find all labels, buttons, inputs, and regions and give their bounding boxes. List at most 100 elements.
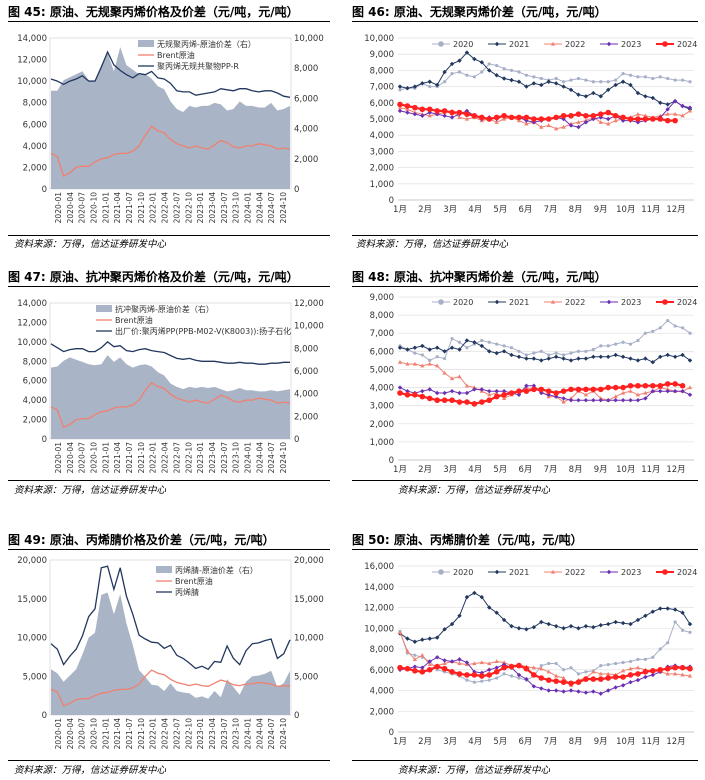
point-2024 bbox=[434, 108, 440, 114]
point-2022 bbox=[628, 388, 633, 393]
point-2024 bbox=[545, 116, 552, 122]
point-2024 bbox=[620, 384, 626, 391]
point-2024 bbox=[441, 665, 448, 672]
point-2020 bbox=[591, 80, 595, 84]
point-2023 bbox=[643, 396, 648, 401]
x-tick-label: 2024-01 bbox=[243, 442, 252, 474]
point-2020 bbox=[465, 678, 469, 682]
y-left-tick-label: 10,000 bbox=[17, 77, 47, 87]
x-tick-label: 10月 bbox=[616, 737, 635, 747]
point-2021 bbox=[524, 356, 529, 361]
point-2021 bbox=[516, 626, 522, 631]
panel-title-49: 图 49: 原油、丙烯腈价格及价差（元/吨，元/吨） bbox=[8, 533, 275, 547]
point-2022 bbox=[606, 671, 611, 676]
point-2020 bbox=[428, 358, 432, 362]
x-tick-label: 2022-10 bbox=[184, 718, 193, 750]
point-2022 bbox=[524, 121, 529, 126]
point-2020 bbox=[576, 672, 581, 676]
point-2021 bbox=[658, 606, 663, 611]
point-2024 bbox=[597, 386, 604, 393]
point-2022 bbox=[554, 126, 559, 131]
point-2020 bbox=[643, 75, 647, 79]
point-2020 bbox=[502, 344, 506, 348]
x-tick-label: 6月 bbox=[518, 737, 532, 747]
point-2024 bbox=[464, 399, 470, 405]
legend-label: 2020 bbox=[453, 40, 473, 49]
point-2022 bbox=[397, 105, 403, 110]
point-2023 bbox=[561, 396, 566, 401]
x-tick-label: 11月 bbox=[641, 205, 660, 215]
point-2023 bbox=[576, 689, 581, 694]
point-2024 bbox=[464, 672, 470, 678]
x-tick-label: 6月 bbox=[518, 205, 532, 215]
x-tick-label: 2020-04 bbox=[66, 192, 75, 224]
point-2022 bbox=[427, 113, 432, 118]
point-2021 bbox=[539, 358, 544, 363]
x-tick-label: 7月 bbox=[544, 205, 558, 215]
point-2020 bbox=[680, 326, 685, 330]
point-2024 bbox=[441, 108, 448, 114]
point-2024 bbox=[426, 395, 433, 402]
point-2022 bbox=[487, 392, 492, 397]
point-2023 bbox=[635, 677, 641, 683]
point-2023 bbox=[650, 672, 656, 678]
point-2021 bbox=[516, 354, 522, 359]
point-2023 bbox=[397, 108, 403, 114]
point-2020 bbox=[584, 349, 588, 353]
point-2024 bbox=[635, 116, 641, 122]
point-2021 bbox=[464, 338, 470, 343]
point-2020 bbox=[524, 73, 529, 77]
legend-marker-2020 bbox=[438, 299, 444, 305]
point-2022 bbox=[613, 118, 618, 123]
x-tick-label: 2020-04 bbox=[66, 718, 75, 750]
point-2021 bbox=[449, 345, 455, 350]
point-2024 bbox=[493, 669, 500, 675]
point-2022 bbox=[598, 119, 603, 124]
point-2023 bbox=[479, 387, 484, 392]
y-right-tick-label: 10,000 bbox=[294, 322, 324, 332]
point-2024 bbox=[679, 382, 686, 389]
point-2020 bbox=[539, 349, 543, 353]
y-tick-label: 1,000 bbox=[370, 438, 394, 448]
legend-label: 2023 bbox=[621, 298, 641, 307]
y-tick-label: 10,000 bbox=[364, 624, 394, 634]
point-2023 bbox=[442, 113, 447, 118]
point-2021 bbox=[479, 594, 484, 600]
x-tick-label: 2022-01 bbox=[149, 718, 158, 750]
y-tick-label: 4,000 bbox=[370, 131, 394, 141]
point-2023 bbox=[427, 387, 432, 392]
point-2023 bbox=[598, 691, 603, 696]
source-45: 资料来源：万得，信达证券研发中心 bbox=[14, 239, 167, 250]
legend-label: Brent原油 bbox=[115, 315, 153, 325]
point-2020 bbox=[413, 653, 417, 657]
x-tick-label: 2021-07 bbox=[125, 442, 134, 474]
point-2023 bbox=[464, 390, 470, 396]
y-tick-label: 10,000 bbox=[364, 34, 394, 44]
source-rule-46 bbox=[352, 235, 698, 236]
point-2023 bbox=[606, 116, 611, 122]
point-2024 bbox=[583, 112, 589, 119]
point-2022 bbox=[635, 665, 641, 670]
point-2021 bbox=[598, 622, 603, 628]
x-tick-label: 2022-07 bbox=[172, 718, 181, 750]
point-2021 bbox=[420, 81, 425, 86]
point-2023 bbox=[620, 683, 626, 688]
point-2021 bbox=[501, 349, 507, 354]
panel-title-47: 图 47: 原油、抗冲聚丙烯价格及价差（元/吨，元/吨） bbox=[8, 270, 299, 284]
point-2023 bbox=[472, 387, 477, 392]
panel-title-50: 图 50: 原油、丙烯腈价差（元/吨，元/吨） bbox=[352, 533, 583, 547]
point-2022 bbox=[561, 675, 566, 680]
point-2020 bbox=[643, 657, 647, 661]
point-2021 bbox=[553, 623, 559, 629]
point-2022 bbox=[539, 666, 544, 671]
y-right-tick-label: 2,000 bbox=[294, 155, 318, 165]
x-tick-label: 8月 bbox=[569, 465, 583, 475]
point-2021 bbox=[628, 82, 633, 88]
legend-label: 出厂价:聚丙烯PP(PPB-M02-V(K8003)):扬子石化 bbox=[115, 326, 291, 336]
source-47: 资料来源：万得，信达证券研发中心 bbox=[14, 485, 167, 496]
point-2024 bbox=[412, 667, 418, 674]
chart-46: 0 1,000 2,000 3,000 4,000 5,000 6,000 7,000 8,00… bbox=[364, 34, 697, 215]
legend-label: 抗冲聚丙烯-原油价差（右） bbox=[115, 304, 214, 314]
point-2024 bbox=[575, 386, 582, 393]
y-left-tick-label: 10,000 bbox=[17, 634, 47, 644]
